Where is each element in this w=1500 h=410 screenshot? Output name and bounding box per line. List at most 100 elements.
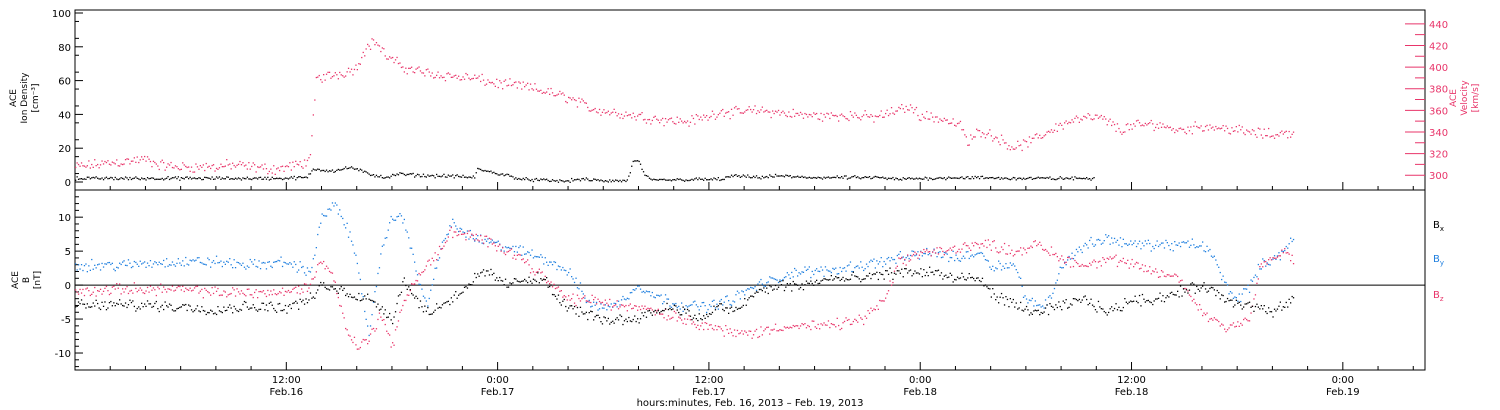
data-point [309, 154, 312, 156]
data-point [846, 118, 849, 120]
data-point [999, 296, 1001, 298]
data-point [616, 179, 618, 182]
data-point [808, 282, 810, 285]
data-point [440, 75, 442, 77]
data-point [1265, 265, 1267, 267]
data-point [158, 178, 160, 180]
data-point [1250, 306, 1252, 308]
data-point [1102, 118, 1104, 120]
data-point [591, 305, 593, 307]
data-point [163, 259, 165, 262]
data-point [424, 305, 426, 307]
data-point [664, 308, 667, 310]
data-point [321, 262, 323, 265]
data-point [192, 259, 194, 261]
data-point [858, 117, 860, 119]
data-point [279, 291, 281, 293]
data-point [331, 169, 334, 171]
data-point [797, 284, 799, 286]
data-point [1135, 261, 1138, 264]
data-point [506, 247, 508, 249]
data-point [956, 177, 959, 179]
data-point [286, 263, 288, 265]
data-point [327, 171, 329, 173]
legend-symbol: B [1433, 220, 1440, 231]
data-point [405, 284, 407, 287]
data-point [1216, 128, 1218, 130]
data-point [406, 288, 408, 290]
data-point [742, 291, 744, 293]
data-point [280, 166, 282, 168]
data-point [1237, 302, 1239, 304]
data-point [980, 251, 982, 254]
data-point [943, 251, 945, 254]
data-point [1072, 298, 1075, 300]
data-point [954, 259, 956, 262]
data-point [174, 310, 177, 312]
data-point [1188, 294, 1191, 296]
data-point [751, 287, 753, 289]
data-point [824, 324, 827, 326]
data-point [704, 177, 706, 179]
data-point [249, 307, 251, 309]
data-point [543, 278, 545, 280]
b-field-tick-label: 10 [58, 213, 71, 224]
series-by [75, 202, 1295, 337]
data-point [1272, 257, 1274, 259]
data-point [518, 81, 520, 83]
data-point [641, 112, 643, 114]
data-point [691, 323, 693, 325]
data-point [1144, 301, 1146, 303]
data-point [438, 77, 441, 79]
data-point [237, 262, 240, 264]
data-point [1240, 300, 1242, 303]
data-point [279, 177, 281, 179]
data-point [792, 108, 794, 111]
data-point [372, 174, 375, 176]
data-point [569, 268, 571, 270]
data-point [714, 309, 717, 311]
data-point [1000, 292, 1003, 295]
data-point [1028, 176, 1031, 179]
data-point [425, 176, 427, 178]
data-point [791, 327, 793, 329]
data-point [556, 94, 558, 96]
data-point [1021, 309, 1023, 311]
data-point [524, 262, 526, 264]
data-point [201, 179, 203, 181]
data-point [915, 272, 918, 274]
data-point [1241, 293, 1243, 295]
data-point [1021, 178, 1023, 181]
data-point [261, 291, 263, 293]
data-point [279, 169, 281, 172]
data-point [989, 129, 991, 131]
data-point [1075, 261, 1078, 264]
data-point [782, 110, 784, 112]
data-point [1058, 273, 1060, 275]
data-point [186, 309, 188, 312]
data-point [1017, 308, 1019, 310]
data-point [221, 311, 223, 314]
data-point [1279, 131, 1281, 134]
data-point [867, 176, 869, 179]
data-point [540, 272, 542, 274]
data-point [460, 176, 463, 178]
data-point [924, 176, 926, 178]
data-point [287, 178, 290, 180]
data-point [819, 328, 821, 330]
data-point [130, 178, 133, 181]
data-point [704, 116, 706, 118]
data-point [375, 328, 378, 330]
data-point [306, 159, 309, 162]
data-point [685, 323, 687, 325]
data-point [528, 251, 530, 254]
data-point [504, 246, 507, 248]
density-label-line: [cm⁻³] [31, 83, 41, 112]
data-point [315, 292, 317, 294]
data-point [777, 175, 780, 177]
data-point [230, 307, 232, 309]
data-point [126, 177, 128, 179]
data-point [867, 310, 869, 312]
data-point [346, 168, 348, 170]
data-point [1094, 261, 1097, 263]
